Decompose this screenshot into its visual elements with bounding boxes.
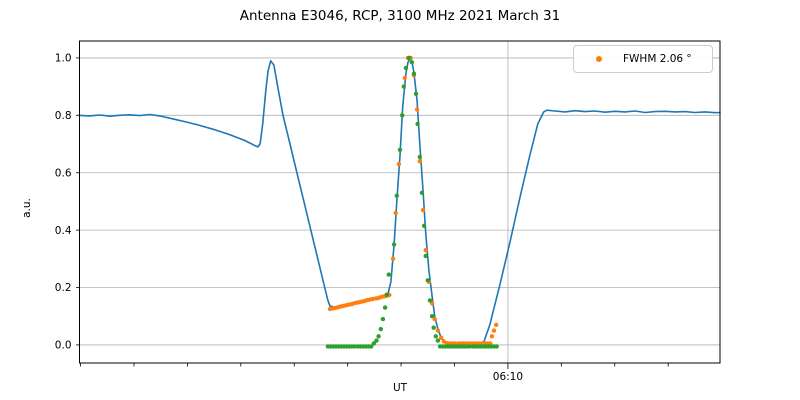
tick-labels: 0.0 0.2 0.4 0.6 0.8 1.0 06:10 [55,53,523,383]
gridlines [79,41,720,363]
legend-dot-marker-icon [596,56,602,62]
y-tick-label: 0.8 [55,110,72,122]
y-tick-label: 0.0 [55,340,72,352]
axes-frame [79,40,721,364]
x-axis-label: UT [392,382,408,394]
y-tick-label: 0.4 [55,225,72,237]
series-fwhm-fit-orange [327,55,499,346]
y-tick-label: 0.2 [55,282,72,294]
legend-label: FWHM 2.06 ° [623,53,692,65]
y-tick-label: 1.0 [55,53,72,65]
chart-title: Antenna E3046, RCP, 3100 MHz 2021 March … [239,8,561,24]
y-axis-label: a.u. [21,198,33,218]
y-tick-label: 0.6 [55,167,72,179]
x-tick-label: 06:10 [493,371,523,383]
series-fit-green [325,55,499,349]
series-drift-scan-line [77,57,721,348]
axis-ticks [76,57,669,369]
legend: FWHM 2.06 ° [573,45,713,73]
